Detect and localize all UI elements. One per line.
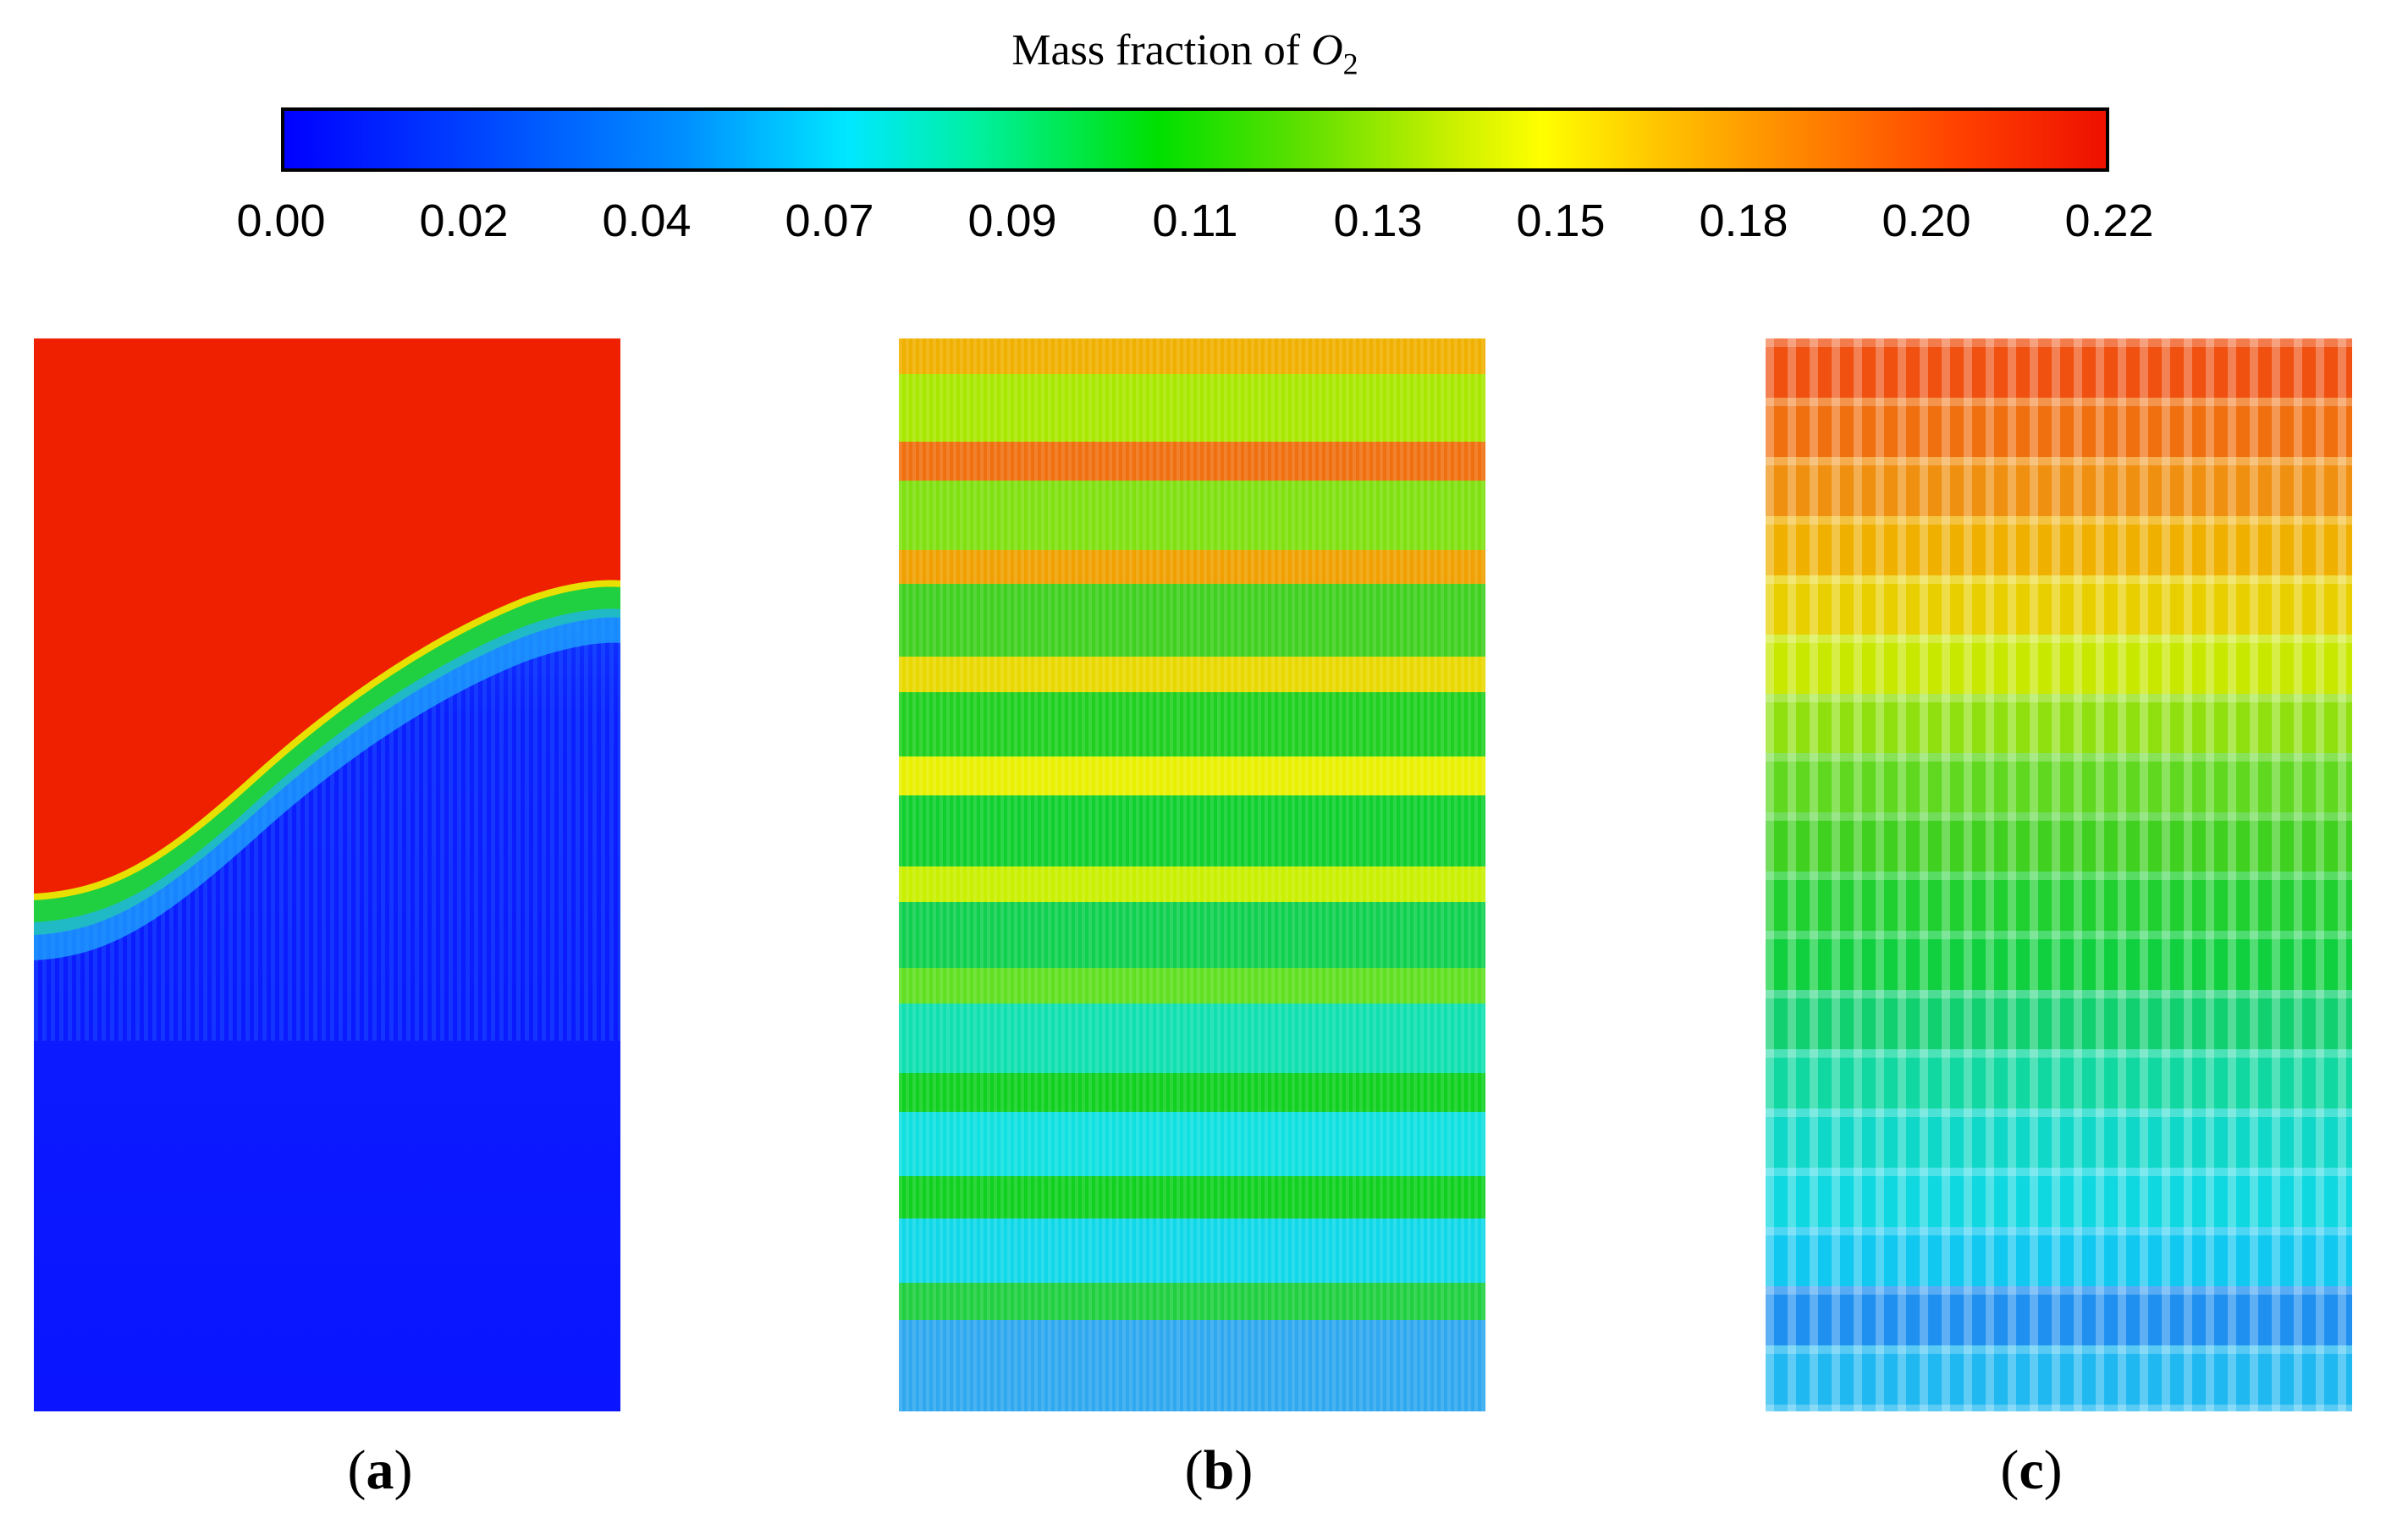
contour-panel-c [1766, 338, 2352, 1411]
colorbar-title: Mass fraction of O2 [1011, 26, 1358, 81]
colorbar-tick: 0.00 [236, 195, 326, 246]
colorbar [281, 107, 2109, 172]
colorbar-tick: 0.20 [1882, 195, 1971, 246]
colorbar-tick: 0.11 [1152, 195, 1238, 246]
contour-panel-a [34, 338, 620, 1411]
panel-label-a: (a) [347, 1439, 413, 1501]
colorbar-tick: 0.22 [2064, 195, 2154, 246]
colorbar-tick: 0.04 [602, 195, 692, 246]
panel-label-b: (b) [1184, 1439, 1254, 1501]
front-cyan-band [34, 608, 620, 960]
panel-label-c: (c) [2000, 1439, 2063, 1501]
region-high-oxygen [34, 338, 620, 897]
colorbar-title-species: O [1311, 26, 1343, 74]
colorbar-title-subscript: 2 [1342, 47, 1358, 81]
stripe-texture [899, 338, 1485, 1411]
front-yellow-edge [34, 580, 620, 900]
colorbar-tick: 0.07 [785, 195, 874, 246]
colorbar-tick: 0.02 [419, 195, 509, 246]
contour-plot-b [899, 338, 1485, 1411]
colorbar-tick: 0.13 [1333, 195, 1423, 246]
colorbar-tick: 0.18 [1699, 195, 1788, 246]
colorbar-tick: 0.15 [1516, 195, 1606, 246]
colorbar-tick: 0.09 [967, 195, 1057, 246]
contour-plot-a [34, 338, 620, 1411]
row-separator [1766, 338, 2352, 1411]
front-green-band [34, 583, 620, 935]
contour-panel-b [899, 338, 1485, 1411]
contour-plot-c [1766, 338, 2352, 1411]
